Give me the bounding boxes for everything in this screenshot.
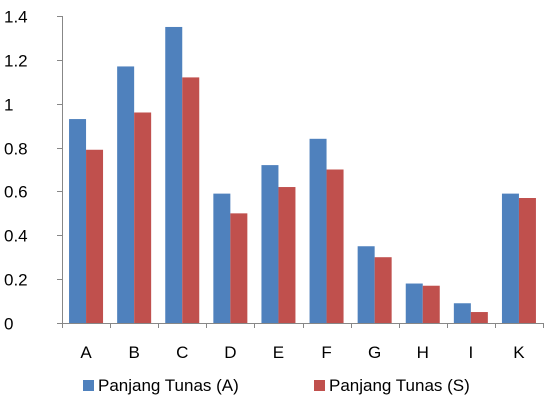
bar-s-b: [134, 112, 152, 324]
x-tick-label: E: [273, 343, 284, 362]
bar-a-a: [69, 119, 87, 323]
x-tick-label: B: [128, 343, 139, 362]
bar-s-d: [230, 213, 248, 323]
legend-swatch-s: [314, 380, 325, 391]
axes-group: [57, 16, 544, 328]
bar-s-g: [374, 257, 392, 323]
bar-a-k: [501, 193, 519, 323]
bar-a-i: [453, 303, 471, 323]
bars-group: [69, 26, 536, 324]
x-tick-label: A: [80, 343, 92, 362]
bar-a-h: [405, 283, 423, 323]
y-axis-tick-labels: 0 0.2 0.4 0.6 0.8 1 1.2 1.4: [4, 8, 28, 334]
y-tick-label: 0.8: [4, 140, 28, 159]
bar-s-k: [518, 198, 536, 323]
bar-a-b: [117, 66, 135, 323]
bar-a-g: [357, 246, 375, 323]
y-tick-label: 0.6: [4, 183, 28, 202]
x-tick-label: D: [224, 343, 236, 362]
x-tick-label: I: [468, 343, 473, 362]
legend: Panjang Tunas (A) Panjang Tunas (S): [83, 376, 470, 395]
x-tick-label: F: [321, 343, 331, 362]
x-tick-label: G: [368, 343, 381, 362]
bar-a-f: [309, 138, 327, 323]
legend-label-a: Panjang Tunas (A): [98, 376, 239, 395]
legend-swatch-a: [83, 380, 94, 391]
y-tick-label: 0: [4, 315, 13, 334]
bar-a-e: [261, 165, 279, 323]
bar-s-i: [470, 312, 488, 323]
bar-a-c: [165, 26, 183, 324]
bar-s-f: [326, 169, 344, 323]
y-tick-label: 1: [4, 96, 13, 115]
x-tick-label: H: [417, 343, 429, 362]
bar-a-d: [213, 193, 231, 323]
bar-s-a: [86, 149, 104, 323]
y-tick-label: 1.2: [4, 52, 28, 71]
bar-s-h: [422, 285, 440, 323]
y-tick-label: 0.4: [4, 227, 28, 246]
y-tick-label: 0.2: [4, 271, 28, 290]
y-tick-label: 1.4: [4, 8, 28, 27]
legend-label-s: Panjang Tunas (S): [329, 376, 470, 395]
x-tick-label: C: [176, 343, 188, 362]
bar-s-c: [182, 77, 200, 324]
x-tick-label: K: [513, 343, 525, 362]
bar-s-e: [278, 187, 296, 323]
